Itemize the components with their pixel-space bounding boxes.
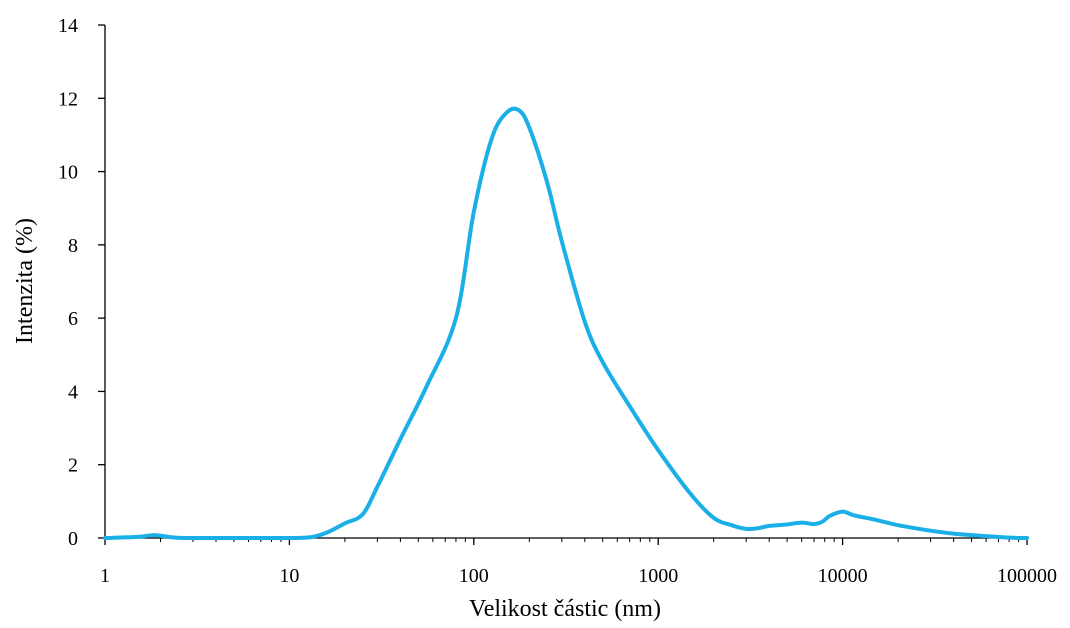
x-tick-label: 1000 (638, 565, 678, 587)
y-tick-label: 6 (68, 308, 78, 330)
y-tick-label: 8 (68, 235, 78, 257)
x-axis: 1 10 100 1000 10000 100000 (100, 537, 1057, 587)
y-tick-label: 10 (58, 162, 78, 184)
x-tick-label: 1 (100, 565, 110, 587)
x-axis-title: Velikost částic (nm) (469, 596, 661, 622)
y-tick-label: 4 (68, 381, 78, 403)
y-tick-label: 2 (68, 455, 78, 477)
series-layer (103, 106, 1029, 540)
x-tick-label: 100 (459, 565, 489, 587)
x-tick-label: 100000 (997, 565, 1057, 587)
x-tick-label: 10000 (818, 565, 868, 587)
y-axis-title: Intenzita (%) (12, 218, 38, 344)
y-tick-label: 12 (58, 88, 78, 110)
y-tick-label: 14 (58, 15, 78, 37)
series-line-0 (103, 106, 1029, 540)
x-tick-label: 10 (279, 565, 299, 587)
y-tick-label: 0 (68, 528, 78, 550)
y-axis: 0 2 4 6 8 10 12 14 (58, 15, 106, 550)
